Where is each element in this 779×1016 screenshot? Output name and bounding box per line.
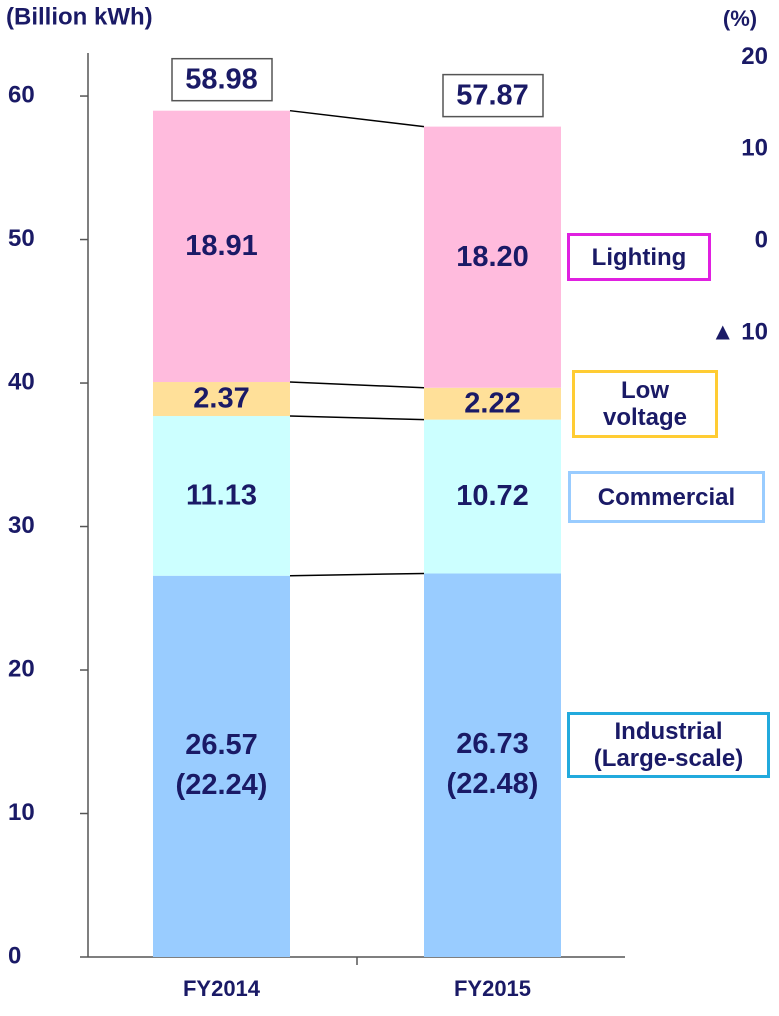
total-box bbox=[171, 57, 273, 102]
legend-label: Lighting bbox=[567, 233, 711, 281]
bar-segment bbox=[424, 126, 561, 388]
value-label: 10.72 bbox=[456, 480, 529, 512]
y2-tick-label: 20 bbox=[741, 43, 768, 70]
value-label: 26.73 bbox=[456, 728, 529, 760]
legend-label: Industrial (Large-scale) bbox=[567, 712, 770, 778]
y-axis-label: (Billion kWh) bbox=[6, 3, 153, 30]
bar-segment bbox=[424, 419, 561, 574]
legend-label: Commercial bbox=[568, 471, 765, 523]
connector bbox=[289, 381, 425, 389]
y-tick-label: 0 bbox=[8, 942, 21, 969]
total-label: 57.87 bbox=[456, 79, 529, 111]
value-sub-label: (22.24) bbox=[176, 769, 268, 801]
bar-segment bbox=[153, 382, 290, 417]
x-tick-label: FY2015 bbox=[454, 976, 531, 1001]
y-tick-label: 20 bbox=[8, 655, 35, 682]
y-tick-label: 30 bbox=[8, 512, 35, 539]
bar-segment bbox=[153, 416, 290, 576]
value-label: 2.37 bbox=[193, 383, 249, 415]
connector bbox=[289, 415, 425, 421]
value-label: 11.13 bbox=[186, 480, 257, 512]
bar-segment bbox=[424, 387, 561, 420]
y2-tick-label: 0 bbox=[755, 226, 768, 253]
bar-segment bbox=[153, 110, 290, 383]
value-label: 18.20 bbox=[456, 241, 529, 273]
y2-axis-label: (%) bbox=[723, 6, 757, 31]
y2-tick-label: ▲ 10 bbox=[711, 318, 768, 345]
y-tick-label: 10 bbox=[8, 799, 35, 826]
bar-segment bbox=[153, 575, 290, 957]
value-sub-label: (22.48) bbox=[447, 768, 539, 800]
connector bbox=[289, 572, 425, 577]
total-label: 58.98 bbox=[185, 63, 258, 95]
y-tick-label: 40 bbox=[8, 368, 35, 395]
legend-label: Low voltage bbox=[572, 370, 718, 438]
connector bbox=[289, 109, 425, 128]
y-tick-label: 60 bbox=[8, 81, 35, 108]
y-tick-label: 50 bbox=[8, 225, 35, 252]
x-tick-label: FY2014 bbox=[183, 976, 261, 1001]
value-label: 2.22 bbox=[464, 387, 520, 419]
total-box bbox=[442, 73, 544, 118]
y2-tick-label: 10 bbox=[741, 135, 768, 162]
value-label: 26.57 bbox=[185, 729, 258, 761]
bar-segment bbox=[424, 573, 561, 957]
value-label: 18.91 bbox=[185, 230, 258, 262]
